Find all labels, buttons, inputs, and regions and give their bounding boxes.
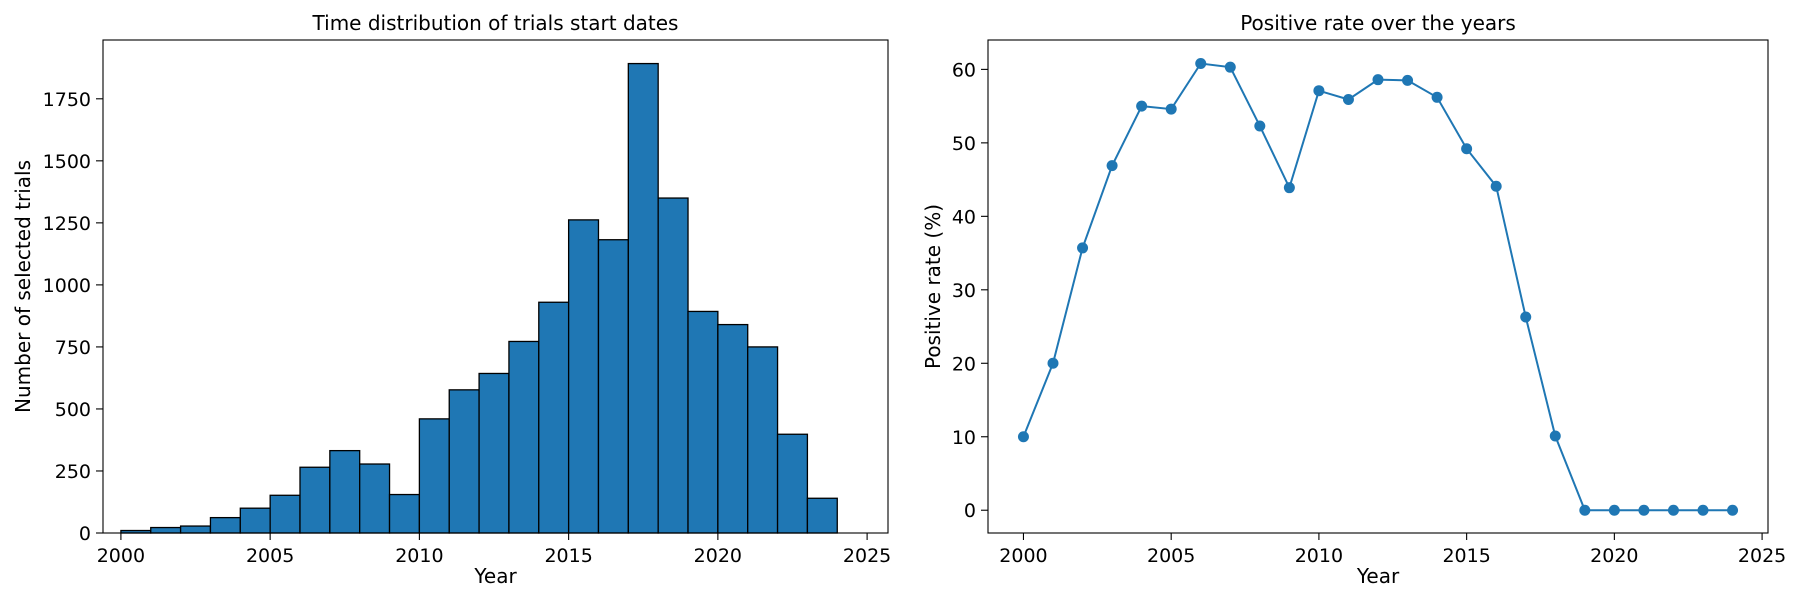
histogram-bar <box>299 466 331 534</box>
x-tick-label: 2015 <box>1442 545 1490 567</box>
data-point <box>1224 61 1236 73</box>
data-point <box>1017 431 1029 443</box>
data-point <box>1313 85 1325 97</box>
histogram-bar <box>388 493 421 534</box>
y-tick-label: 750 <box>55 337 91 359</box>
data-point <box>1431 91 1443 103</box>
data-point <box>1461 143 1473 155</box>
histogram-bar <box>209 516 241 534</box>
histogram-bar <box>239 507 271 534</box>
histogram-bar <box>627 62 659 534</box>
y-tick-label: 500 <box>55 399 91 421</box>
histogram-bar <box>179 525 212 534</box>
histogram-panel: 2000 2005 2010 2015 2020 2025 0 250 500 750 1000 12… <box>11 11 891 588</box>
x-tick-label: 2000 <box>999 545 1047 567</box>
y-tick-label: 0 <box>964 500 976 522</box>
data-point <box>1342 94 1354 106</box>
x-tick-label: 2005 <box>1147 545 1195 567</box>
x-tick-label: 2020 <box>694 545 742 567</box>
y-axis-label: Number of selected trials <box>11 160 35 413</box>
data-point <box>1195 58 1207 70</box>
histogram-bar <box>329 449 361 534</box>
data-point <box>1608 504 1620 516</box>
axes-frame <box>987 39 1769 534</box>
histogram-bar <box>359 463 391 534</box>
data-point <box>1047 357 1059 369</box>
histogram-bar <box>717 323 749 534</box>
data-point <box>1372 74 1384 86</box>
data-point <box>1165 103 1177 115</box>
histogram-bar <box>508 340 540 534</box>
data-point <box>1283 182 1295 194</box>
positive-rate-panel: 2000 2005 2010 2015 2020 2025 0 10 20 30 40 50 60 Pos… <box>921 11 1786 588</box>
y-tick-label: 1250 <box>43 213 91 235</box>
x-tick-label: 2010 <box>1295 545 1343 567</box>
x-axis-label: Year <box>473 564 517 588</box>
histogram-bar <box>538 301 570 534</box>
data-point <box>1490 180 1502 192</box>
data-point <box>1579 504 1591 516</box>
data-point <box>1520 311 1532 323</box>
data-point <box>1549 430 1561 442</box>
y-tick-label: 0 <box>79 523 91 545</box>
histogram-bar <box>448 389 480 534</box>
chart-title: Positive rate over the years <box>1240 11 1516 35</box>
y-tick-label: 60 <box>952 59 976 81</box>
y-tick-label: 40 <box>952 206 976 228</box>
axes-frame <box>102 39 889 534</box>
y-axis-label: Positive rate (%) <box>921 204 945 369</box>
histogram-bar <box>806 497 838 534</box>
histogram-bar <box>269 494 301 534</box>
histogram-bar <box>478 372 510 534</box>
x-tick-label: 2000 <box>97 545 145 567</box>
y-tick-label: 50 <box>952 133 976 155</box>
y-tick-label: 250 <box>55 461 91 483</box>
data-point <box>1638 504 1650 516</box>
data-point <box>1402 74 1414 86</box>
chart-title: Time distribution of trials start dates <box>312 11 679 35</box>
histogram-bar <box>776 433 809 534</box>
data-point <box>1106 160 1118 172</box>
y-tick-label: 1000 <box>43 275 91 297</box>
positive-rate-line <box>1022 62 1733 512</box>
y-tick-label: 10 <box>952 427 976 449</box>
data-point <box>1667 504 1679 516</box>
histogram-bar <box>657 197 689 534</box>
x-tick-label: 2025 <box>843 545 891 567</box>
y-tick-label: 1750 <box>43 89 91 111</box>
histogram-bar <box>687 310 719 534</box>
histogram-bar <box>747 346 779 534</box>
histogram-bar <box>597 239 629 534</box>
y-tick-label: 1500 <box>43 151 91 173</box>
data-point <box>1254 120 1266 132</box>
x-tick-label: 2015 <box>544 545 592 567</box>
data-point <box>1136 100 1148 112</box>
data-point <box>1697 504 1709 516</box>
histogram-bar <box>150 526 182 534</box>
data-point <box>1727 504 1739 516</box>
histogram-bar <box>567 219 600 534</box>
x-tick-label: 2025 <box>1738 545 1786 567</box>
histogram-bar <box>418 418 450 534</box>
y-tick-label: 20 <box>952 353 976 375</box>
data-point <box>1077 242 1089 254</box>
x-tick-label: 2005 <box>246 545 294 567</box>
x-tick-label: 2020 <box>1590 545 1638 567</box>
x-axis-label: Year <box>1356 564 1400 588</box>
x-tick-label: 2010 <box>395 545 443 567</box>
y-tick-label: 30 <box>952 280 976 302</box>
